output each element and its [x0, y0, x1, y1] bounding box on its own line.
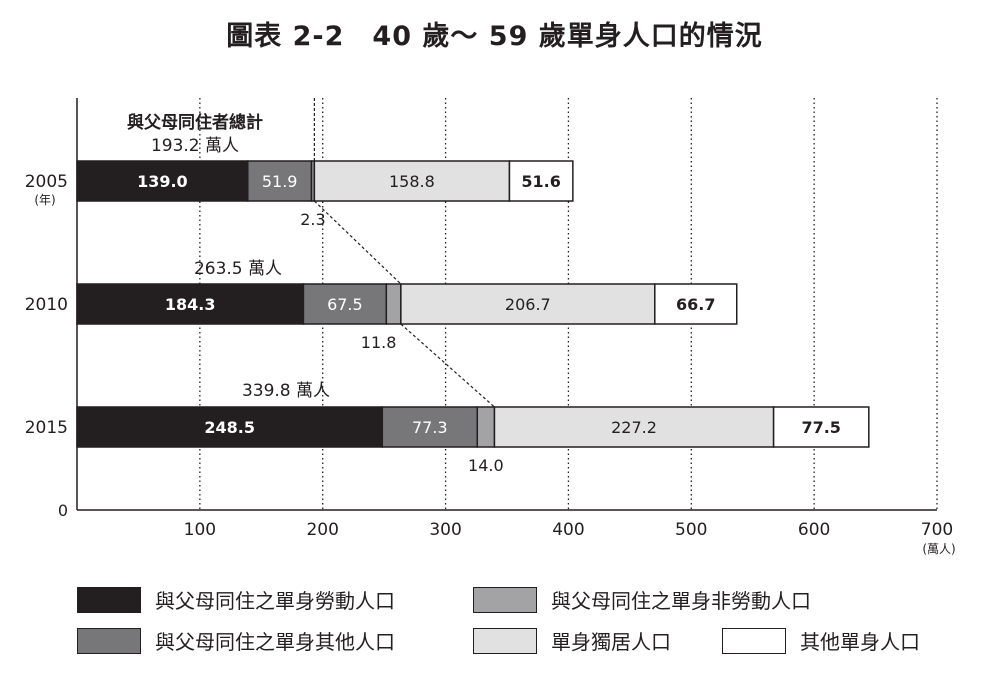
- legend-label: 單身獨居人口: [551, 630, 671, 654]
- total-annotation: 339.8 萬人: [242, 381, 330, 401]
- data-label: 227.2: [611, 418, 657, 437]
- legend-swatch: [473, 627, 537, 654]
- chart-title: 圖表 2-2 40 歲～ 59 歲單身人口的情況: [226, 21, 763, 52]
- bar-segment: [400, 283, 656, 325]
- bar-segment: [313, 160, 511, 202]
- legend-label: 與父母同住之單身其他人口: [155, 630, 395, 654]
- x-tick-label: 400: [552, 520, 584, 540]
- connector-line: [313, 200, 402, 285]
- bar-segment: [247, 160, 313, 202]
- total-annotation: 193.2 萬人: [151, 136, 239, 156]
- bar-segment: [493, 406, 775, 448]
- data-label: 206.7: [505, 295, 551, 314]
- data-label: 66.7: [676, 295, 715, 314]
- data-label: 51.6: [521, 172, 560, 191]
- data-label: 14.0: [468, 456, 504, 475]
- x-tick-label: 100: [184, 520, 216, 540]
- legend-swatch: [77, 586, 141, 613]
- legend-label: 與父母同住之單身勞動人口: [155, 589, 395, 613]
- x-tick-label: 0: [58, 501, 68, 520]
- data-label: 77.5: [801, 418, 840, 437]
- category-label: 2015: [25, 418, 68, 438]
- data-label: 139.0: [137, 172, 188, 191]
- legend-item: 其他單身人口: [722, 626, 920, 655]
- total-annotation: 263.5 萬人: [194, 259, 282, 279]
- x-tick-label: 700: [921, 520, 953, 540]
- data-label: 158.8: [389, 172, 435, 191]
- data-label: 77.3: [412, 418, 448, 437]
- bar-segment: [772, 406, 870, 448]
- bar-segment: [476, 406, 496, 448]
- bar-segment: [381, 406, 479, 448]
- data-label: 2.3: [300, 210, 325, 229]
- bar-segment: [654, 283, 738, 325]
- x-tick-label: 300: [429, 520, 461, 540]
- data-label: 67.5: [327, 295, 363, 314]
- legend-item: 與父母同住之單身非勞動人口: [473, 585, 811, 614]
- category-label: 2010: [25, 295, 68, 315]
- legend-swatch: [722, 627, 786, 654]
- connector-line: [400, 323, 495, 408]
- bar-segment: [76, 406, 384, 448]
- legend-swatch: [473, 586, 537, 613]
- data-label: 51.9: [262, 172, 298, 191]
- bar-segment: [385, 283, 402, 325]
- category-label: 2005: [25, 172, 68, 192]
- bar-segment: [508, 160, 574, 202]
- data-label: 248.5: [204, 418, 255, 437]
- legend-item: 單身獨居人口: [473, 626, 671, 655]
- y-unit-label: (年): [34, 193, 55, 207]
- legend-swatch: [77, 627, 141, 654]
- x-tick-label: 200: [306, 520, 338, 540]
- data-label: 11.8: [361, 333, 397, 352]
- legend-item: 與父母同住之單身勞動人口: [77, 585, 395, 614]
- bar-segment: [76, 283, 305, 325]
- data-label: 184.3: [165, 295, 216, 314]
- x-tick-label: 600: [798, 520, 830, 540]
- legend-item: 與父母同住之單身其他人口: [77, 626, 395, 655]
- total-annotation: 與父母同住者總計: [127, 112, 263, 133]
- x-tick-label: 500: [675, 520, 707, 540]
- x-unit-label: (萬人): [922, 542, 955, 556]
- legend-label: 其他單身人口: [800, 630, 920, 654]
- legend-label: 與父母同住之單身非勞動人口: [551, 589, 811, 613]
